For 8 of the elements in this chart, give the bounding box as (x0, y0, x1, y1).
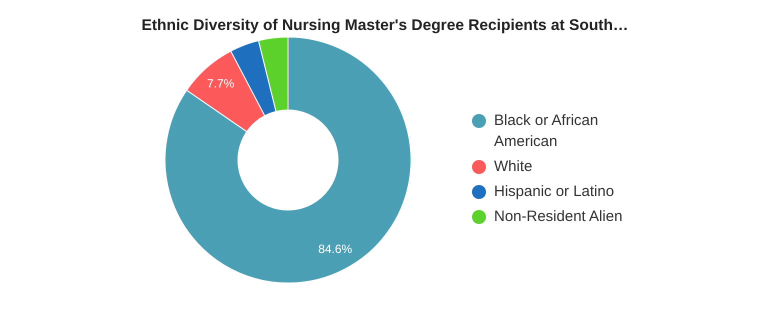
donut-slice (164, 36, 412, 284)
data-label: 7.7% (206, 76, 235, 90)
legend-label: Hispanic or Latino (494, 182, 614, 200)
legend-label: Non-Resident Alien (494, 208, 622, 225)
legend-label: Black or African American (494, 112, 598, 150)
data-label: 84.6% (318, 242, 353, 256)
legend-label: White (494, 158, 532, 175)
chart-title: Ethnic Diversity of Nursing Master's Degree Recipients at South… (142, 17, 628, 34)
